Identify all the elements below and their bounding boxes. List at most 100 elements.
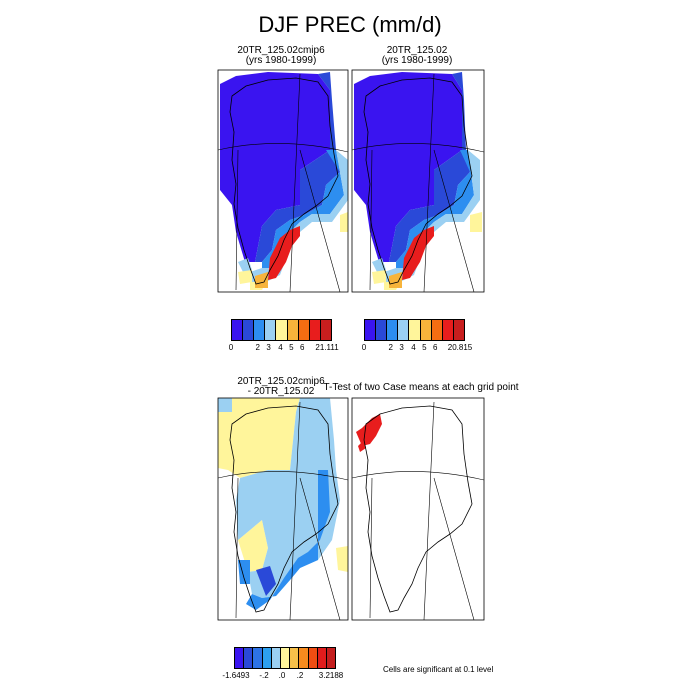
colorbar-swatch — [387, 320, 399, 340]
panel-title-bottom-left: 20TR_125.02cmip6 - 20TR_125.02 — [216, 377, 346, 397]
colorbar-swatch — [442, 320, 454, 340]
colorbar-tick-label: -1.6493 — [222, 671, 250, 680]
panel-title-top-left: 20TR_125.02cmip6 (yrs 1980-1999) — [216, 46, 346, 66]
colorbar-tick-label: 3.2188 — [318, 671, 344, 680]
colorbar-swatch — [287, 320, 299, 340]
coastline-top-left — [229, 77, 339, 285]
colorbar-swatch — [244, 648, 254, 668]
coastline-top-right — [363, 77, 473, 285]
colorbar-swatch — [420, 320, 432, 340]
colorbar-tick-label: 2 — [255, 343, 260, 352]
field-region-red — [268, 226, 300, 280]
map-frame-bottom-right — [351, 397, 485, 621]
field-region-yellow — [238, 212, 348, 290]
colorbar-swatch — [398, 320, 410, 340]
field-region-light-blue — [238, 150, 348, 282]
graticule-bottom-right — [352, 401, 484, 620]
colorbar-tick-label: 3 — [266, 343, 271, 352]
field-region-mid-blue — [256, 566, 276, 596]
colorbar-swatch — [298, 320, 310, 340]
field-region-yellow — [372, 212, 482, 290]
graticule-bottom-left — [218, 401, 348, 620]
colorbar-tick-label: 6 — [433, 343, 438, 352]
colorbar-swatch — [290, 648, 300, 668]
field-region-mid-blue — [389, 72, 470, 262]
precip-field-top-right — [354, 72, 482, 290]
panel-title-top-left-line2: (yrs 1980-1999) — [245, 55, 317, 66]
colorbar-tick-label: 2 — [388, 343, 393, 352]
field-region-dark-blue — [354, 72, 462, 262]
colorbar-swatch — [317, 648, 327, 668]
panel-title-bottom-left-line1: 20TR_125.02cmip6 — [237, 376, 325, 387]
colorbar-tick-label: 5 — [289, 343, 294, 352]
colorbar-ticks-top-left: 0 2 3 4 5 6 21.111 — [228, 343, 339, 353]
coastline-bottom-left — [229, 405, 339, 613]
colorbar-swatch — [271, 648, 281, 668]
graticule-top-right — [352, 73, 484, 292]
diff-field-bottom-left — [218, 398, 348, 610]
field-region-orange — [255, 250, 284, 288]
field-region-red — [402, 226, 434, 280]
significant-cells — [356, 414, 382, 452]
map-panel-top-right — [352, 72, 484, 292]
field-region-dark-blue — [220, 72, 330, 262]
colorbar-swatch — [320, 320, 331, 340]
colorbar-swatch — [326, 648, 336, 668]
panel-title-bottom-left-line2: - 20TR_125.02 — [247, 386, 315, 397]
map-frame-top-right — [351, 69, 485, 293]
colorbar-tick-label: 3 — [399, 343, 404, 352]
colorbar-swatch — [243, 320, 255, 340]
graticule-top-left — [218, 73, 348, 292]
colorbar-ticks-top-right: 0 2 3 4 5 6 20.815 — [361, 343, 472, 353]
map-panel-bottom-left — [218, 398, 348, 620]
map-frame-top-left — [217, 69, 349, 293]
colorbar-tick-label: 20.815 — [447, 343, 473, 352]
colorbar-swatch — [276, 320, 288, 340]
colorbar-tick-label: 4 — [411, 343, 416, 352]
colorbar-swatch — [365, 320, 377, 340]
colorbar-top-left — [231, 319, 332, 341]
field-region-light-blue — [218, 398, 340, 598]
colorbar-swatch — [262, 648, 272, 668]
colorbar-tick-label: 6 — [300, 343, 305, 352]
field-region-mid-blue — [255, 72, 340, 262]
field-region-blue — [238, 470, 330, 610]
colorbar-swatch — [280, 648, 291, 668]
precip-field-top-left — [220, 72, 348, 290]
colorbar-tick-label: -.2 — [259, 671, 269, 680]
map-panel-top-left — [218, 72, 348, 292]
colorbar-ticks-bottom-left: -1.6493 -.2 .0 .2 3.2188 — [222, 671, 343, 681]
colorbar-tick-label: 5 — [422, 343, 427, 352]
field-region-light-blue — [372, 150, 480, 282]
significance-note: Cells are significant at 0.1 level — [383, 665, 494, 674]
colorbar-tick-label: 0 — [361, 343, 367, 352]
colorbar-swatch — [235, 648, 245, 668]
colorbar-bottom-left — [234, 647, 336, 669]
panel-title-bottom-right: T-Test of two Case means at each grid po… — [316, 383, 526, 393]
colorbar-swatch — [299, 648, 309, 668]
figure-title: DJF PREC (mm/d) — [258, 12, 442, 37]
colorbar-top-right — [364, 319, 465, 341]
colorbar-swatch — [232, 320, 244, 340]
colorbar-swatch — [254, 320, 266, 340]
colorbar-tick-label: .2 — [296, 671, 304, 680]
colorbar-tick-label: 4 — [278, 343, 283, 352]
panel-title-top-left-line1: 20TR_125.02cmip6 — [237, 45, 325, 56]
colorbar-tick-label: 21.111 — [315, 343, 339, 352]
field-region-yellow — [218, 398, 348, 572]
panel-title-bottom-right-line1: T-Test of two Case means at each grid po… — [323, 382, 519, 393]
panel-title-top-right: 20TR_125.02 (yrs 1980-1999) — [352, 46, 482, 66]
colorbar-swatch — [253, 648, 263, 668]
colorbar-swatch — [409, 320, 421, 340]
colorbar-tick-label: 0 — [228, 343, 234, 352]
colorbar-swatch — [265, 320, 277, 340]
map-frame-bottom-left — [217, 397, 349, 621]
colorbar-swatch — [309, 320, 321, 340]
panel-title-top-right-line1: 20TR_125.02 — [386, 45, 448, 56]
colorbar-swatch — [376, 320, 388, 340]
colorbar-swatch — [308, 648, 318, 668]
colorbar-swatch — [431, 320, 443, 340]
colorbar-swatch — [453, 320, 464, 340]
field-region-orange — [389, 250, 418, 288]
